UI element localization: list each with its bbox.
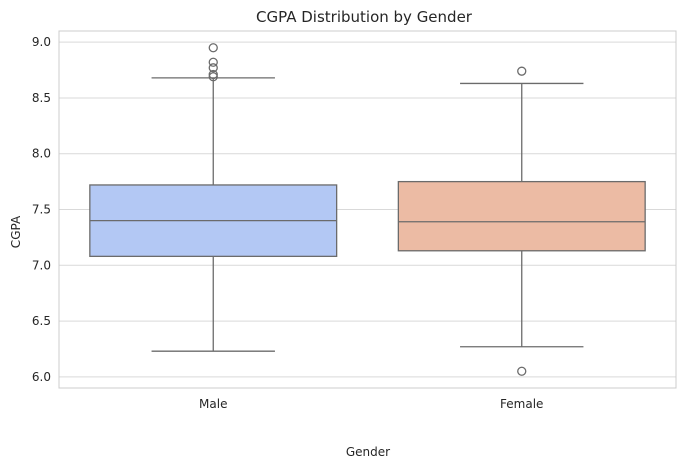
- box-male: [89, 43, 338, 352]
- outlier-point: [208, 63, 218, 73]
- x-axis-label: Gender: [346, 445, 390, 459]
- iqr-box: [397, 180, 646, 252]
- x-tick-label: Male: [199, 397, 227, 411]
- boxes: [89, 43, 646, 376]
- y-tick-label: 8.0: [32, 147, 51, 161]
- plot-area-frame: [58, 30, 677, 389]
- y-tick-label: 6.5: [32, 314, 51, 328]
- x-tick-labels: Male Female: [199, 397, 543, 411]
- outlier-point: [208, 57, 218, 67]
- x-tick-label: Female: [500, 397, 543, 411]
- y-tick-label: 9.0: [32, 35, 51, 49]
- y-axis-label: CGPA: [9, 215, 23, 248]
- y-tick-label: 6.0: [32, 370, 51, 384]
- outlier-point: [208, 43, 218, 53]
- box-female: [397, 66, 646, 376]
- y-tick-label: 7.0: [32, 258, 51, 272]
- outlier-point: [517, 366, 527, 376]
- chart-title: CGPA Distribution by Gender: [256, 8, 473, 26]
- y-tick-label: 8.5: [32, 91, 51, 105]
- y-tick-label: 7.5: [32, 203, 51, 217]
- outlier-point: [517, 66, 527, 76]
- outlier-point: [208, 69, 218, 80]
- y-tick-labels: 6.0 6.5 7.0 7.5 8.0 8.5 9.0: [32, 35, 51, 384]
